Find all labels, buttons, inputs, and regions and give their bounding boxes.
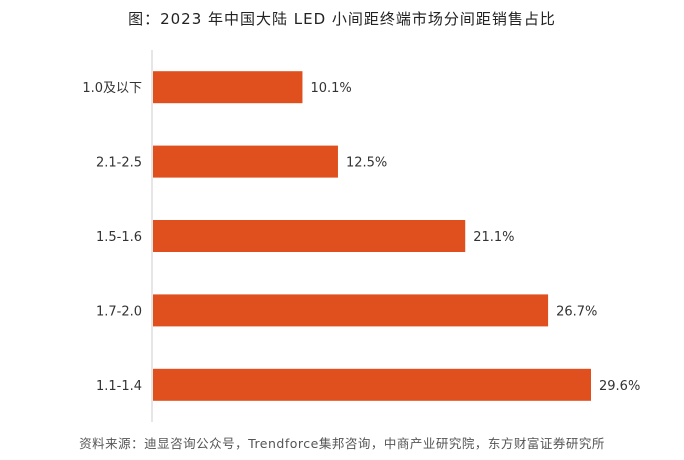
bar xyxy=(153,145,338,178)
bar xyxy=(153,368,591,401)
category-tick-label: 1.5-1.6 xyxy=(96,230,142,245)
bar xyxy=(153,71,303,104)
data-label: 21.1% xyxy=(473,230,514,245)
data-label: 26.7% xyxy=(556,304,597,319)
source-note: 资料来源：迪显咨询公众号，Trendforce集邦咨询，中商产业研究院，东方财富… xyxy=(79,436,605,451)
bar xyxy=(153,294,549,327)
category-tick-label: 1.0及以下 xyxy=(82,81,142,96)
data-label: 29.6% xyxy=(599,379,640,394)
category-tick-label: 1.1-1.4 xyxy=(96,379,142,394)
category-tick-label: 1.7-2.0 xyxy=(96,304,142,319)
data-label: 12.5% xyxy=(346,156,387,171)
category-tick-label: 2.1-2.5 xyxy=(96,156,142,171)
data-label: 10.1% xyxy=(310,81,351,96)
chart-title: 图：2023 年中国大陆 LED 小间距终端市场分间距销售占比 xyxy=(128,10,556,28)
bar xyxy=(153,220,466,252)
